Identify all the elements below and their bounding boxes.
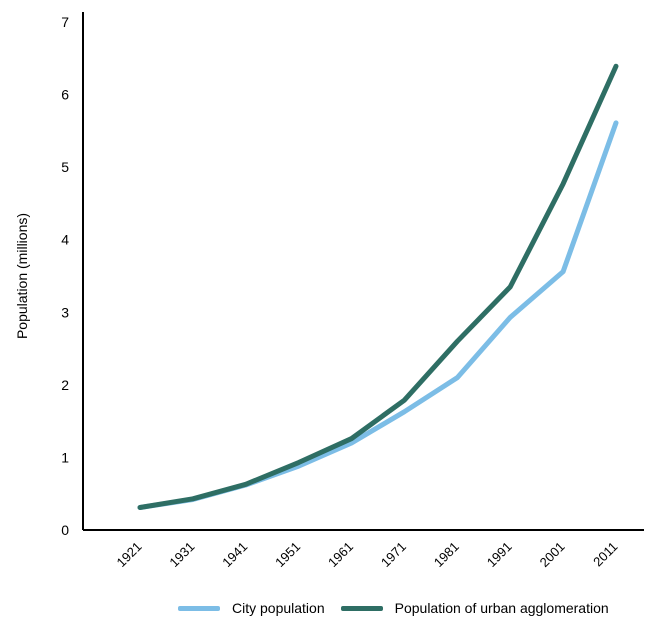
- x-tick-label: 1941: [219, 539, 250, 570]
- x-tick-label: 1991: [484, 539, 515, 570]
- x-tick-label: 1961: [325, 539, 356, 570]
- y-tick-label: 2: [61, 377, 69, 393]
- x-tick-label: 1971: [378, 539, 409, 570]
- legend-label-agglomeration: Population of urban agglomeration: [394, 600, 609, 616]
- y-axis-title-group: Population (millions): [14, 213, 30, 339]
- series-line-1: [137, 63, 619, 511]
- legend: City population Population of urban aggl…: [178, 600, 625, 616]
- series-line-0: [137, 120, 619, 511]
- legend-item-city: City population: [178, 600, 325, 616]
- y-tick-label: 0: [61, 522, 69, 538]
- x-tick-labels: 1921 1931 1941 1951 1961 1971 1981 1991 2001 2011: [113, 539, 620, 570]
- y-tick-label: 6: [61, 87, 69, 103]
- y-tick-label: 4: [61, 232, 69, 248]
- x-tick-label: 1951: [272, 539, 303, 570]
- legend-swatch-agglomeration: [340, 605, 383, 611]
- x-tick-label: 1981: [431, 539, 462, 570]
- axes: [82, 12, 644, 531]
- legend-swatch-city: [178, 605, 220, 611]
- y-tick-labels: 0 1 2 3 4 5 6 7: [61, 14, 69, 538]
- y-tick-label: 7: [61, 14, 69, 30]
- x-tick-label: 2001: [537, 539, 568, 570]
- x-tick-label: 1931: [166, 539, 197, 570]
- y-tick-label: 3: [61, 304, 69, 320]
- y-axis-title: Population (millions): [14, 213, 30, 339]
- series-lines: [137, 63, 619, 511]
- legend-item-agglomeration: Population of urban agglomeration: [340, 600, 609, 616]
- legend-label-city: City population: [232, 600, 325, 616]
- x-tick-label: 2011: [590, 539, 620, 569]
- y-tick-label: 5: [61, 159, 69, 175]
- x-tick-label: 1921: [113, 539, 144, 570]
- y-tick-label: 1: [61, 449, 69, 465]
